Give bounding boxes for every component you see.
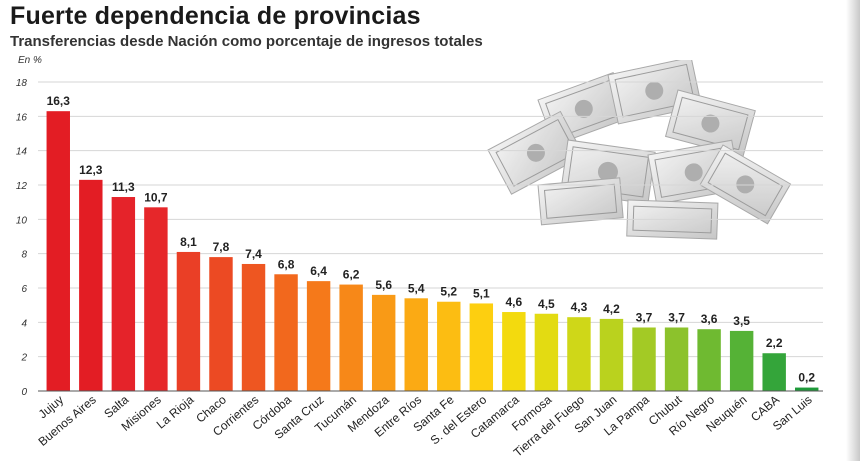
bar-7	[274, 274, 298, 391]
value-label: 4,3	[571, 300, 588, 314]
bar-8	[306, 281, 331, 391]
value-label: 7,4	[245, 247, 262, 261]
y-tick-label: 8	[21, 250, 27, 261]
value-label: 5,6	[375, 278, 392, 292]
y-tick-label: 2	[20, 353, 27, 364]
value-label: 2,2	[766, 336, 783, 350]
value-label: 6,4	[310, 264, 327, 278]
bar-14	[502, 312, 526, 391]
bar-15	[534, 313, 559, 391]
page-edge-shadow	[846, 0, 860, 461]
bar-12	[437, 301, 461, 391]
value-label: 3,7	[636, 310, 653, 324]
y-tick-label: 0	[21, 387, 27, 398]
bar-2	[111, 197, 136, 391]
y-tick-label: 6	[21, 284, 27, 295]
value-label: 0,2	[798, 371, 815, 385]
x-tick-label: La Rioja	[154, 392, 197, 431]
bar-16	[567, 317, 591, 391]
value-label: 4,2	[603, 302, 620, 316]
value-label: 10,7	[144, 190, 168, 204]
y-tick-label: 16	[16, 112, 28, 123]
money-bundles-illustration	[487, 60, 792, 240]
bar-11	[404, 298, 428, 391]
value-label: 6,2	[343, 268, 360, 282]
chart-title: Fuerte dependencia de provincias	[10, 2, 421, 30]
y-tick-label: 18	[16, 78, 28, 89]
y-axis-ticks: 0 2 4 6 8 10 12 14 16 18	[16, 78, 28, 398]
bar-21	[729, 330, 754, 391]
bar-4	[176, 251, 201, 391]
value-label: 8,1	[180, 235, 197, 249]
bar-3	[144, 207, 168, 391]
bar-18	[632, 327, 656, 391]
bar-6	[241, 263, 266, 391]
value-label: 3,6	[701, 312, 718, 326]
bar-9	[339, 284, 363, 391]
value-label: 6,8	[278, 257, 295, 271]
bar-17	[599, 318, 624, 391]
value-label: 3,7	[668, 310, 685, 324]
y-tick-label: 4	[21, 318, 27, 329]
y-tick-label: 12	[16, 181, 28, 192]
bar-19	[664, 327, 689, 391]
bar-0	[46, 111, 70, 391]
value-label: 7,8	[213, 240, 230, 254]
value-label: 4,6	[506, 295, 523, 309]
bar-5	[209, 257, 233, 391]
value-label: 12,3	[79, 163, 103, 177]
y-axis-unit-label: En %	[18, 55, 42, 66]
chart-subtitle: Transferencias desde Nación como porcent…	[10, 33, 483, 50]
y-tick-label: 10	[16, 215, 28, 226]
bar-22	[762, 353, 786, 391]
value-labels: 16,3 12,3 11,3 10,7 8,1 7,8 7,4 6,8 6,4 6,2 5,6 5,4…	[47, 94, 816, 384]
value-label: 16,3	[47, 94, 71, 108]
value-label: 4,5	[538, 297, 555, 311]
gridlines	[38, 81, 823, 392]
bars	[46, 111, 819, 391]
bar-13	[469, 303, 494, 391]
value-label: 3,5	[733, 314, 750, 328]
value-label: 5,2	[440, 285, 457, 299]
y-tick-label: 14	[16, 147, 28, 158]
value-label: 5,4	[408, 281, 425, 295]
bar-20	[697, 329, 721, 391]
value-label: 11,3	[112, 180, 135, 194]
bar-23	[795, 387, 819, 391]
value-label: 5,1	[473, 286, 490, 300]
bar-10	[371, 294, 396, 391]
bar-1	[79, 179, 103, 391]
